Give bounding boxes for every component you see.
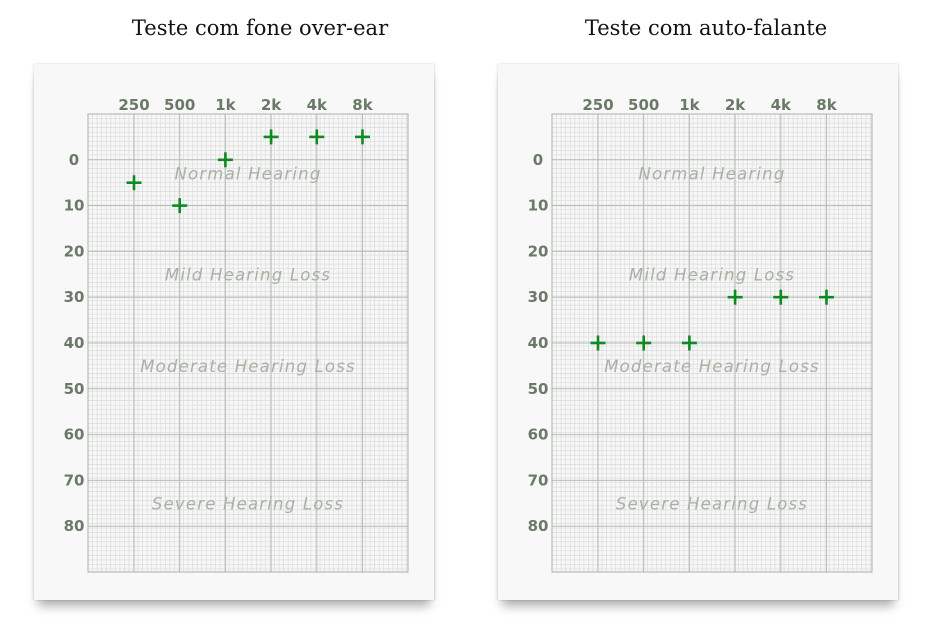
y-tick-label: 20 [64, 242, 85, 260]
y-tick-label: 50 [528, 380, 549, 398]
y-tick-label: 20 [528, 242, 549, 260]
y-tick-label: 0 [533, 151, 543, 169]
x-tick-label: 2k [261, 96, 282, 114]
panel-title-speaker: Teste com auto-falante [584, 16, 828, 40]
data-point [355, 129, 370, 145]
data-point [819, 289, 834, 305]
audiogram-chart-speaker: 250 500 1k 2k 4k 8k 0 10 20 30 40 50 60 70 80 Normal He… [528, 96, 873, 573]
audiogram-card-speaker: 250 500 1k 2k 4k 8k 0 10 20 30 40 50 60 70 80 Normal He… [498, 64, 898, 600]
x-tick-label: 500 [628, 96, 659, 114]
y-tick-label: 80 [528, 517, 549, 535]
zone-label: Moderate Hearing Loss [140, 357, 356, 376]
data-point [263, 129, 279, 145]
x-tick-label: 250 [582, 96, 613, 114]
zone-label: Severe Hearing Loss [152, 494, 344, 513]
zone-label: Mild Hearing Loss [165, 265, 331, 284]
y-tick-label: 10 [64, 197, 85, 215]
y-tick-label: 70 [64, 471, 85, 489]
x-tick-label: 4k [771, 96, 792, 114]
y-tick-label: 80 [64, 517, 85, 535]
data-point [727, 289, 743, 305]
y-tick-label: 60 [528, 426, 549, 444]
data-point [217, 152, 233, 168]
y-tick-label: 30 [64, 288, 85, 306]
y-tick-label: 30 [528, 288, 549, 306]
zone-label: Moderate Hearing Loss [604, 357, 820, 376]
y-tick-label: 40 [64, 334, 85, 352]
audiogram-chart-over-ear: 250 500 1k 2k 4k 8k 0 10 20 30 40 50 60 70 80 Normal He… [64, 96, 409, 573]
x-tick-label: 1k [679, 96, 700, 114]
x-tick-label: 2k [725, 96, 746, 114]
y-tick-label: 60 [64, 426, 85, 444]
audiogram-card-over-ear: 250 500 1k 2k 4k 8k 0 10 20 30 40 50 60 70 80 Normal He… [34, 64, 434, 600]
zone-label: Normal Hearing [638, 165, 785, 184]
data-point [172, 198, 188, 214]
zone-label: Severe Hearing Loss [616, 494, 808, 513]
y-tick-label: 70 [528, 471, 549, 489]
y-tick-label: 0 [69, 151, 79, 169]
data-point [309, 129, 325, 145]
y-tick-label: 50 [64, 380, 85, 398]
data-point [773, 289, 789, 305]
data-point [681, 335, 697, 351]
x-tick-label: 8k [352, 96, 373, 114]
x-tick-label: 1k [215, 96, 236, 114]
x-tick-label: 500 [164, 96, 195, 114]
y-tick-label: 40 [528, 334, 549, 352]
zone-label: Normal Hearing [174, 165, 321, 184]
plot-frame [87, 113, 409, 573]
x-tick-label: 8k [816, 96, 837, 114]
data-point [636, 335, 652, 351]
y-tick-label: 10 [528, 197, 549, 215]
plot-frame [551, 113, 873, 573]
zone-label: Mild Hearing Loss [629, 265, 795, 284]
data-point [126, 175, 142, 191]
x-tick-label: 250 [118, 96, 149, 114]
data-point [590, 335, 606, 351]
panel-title-over-ear: Teste com fone over-ear [131, 16, 389, 40]
x-tick-label: 4k [307, 96, 328, 114]
